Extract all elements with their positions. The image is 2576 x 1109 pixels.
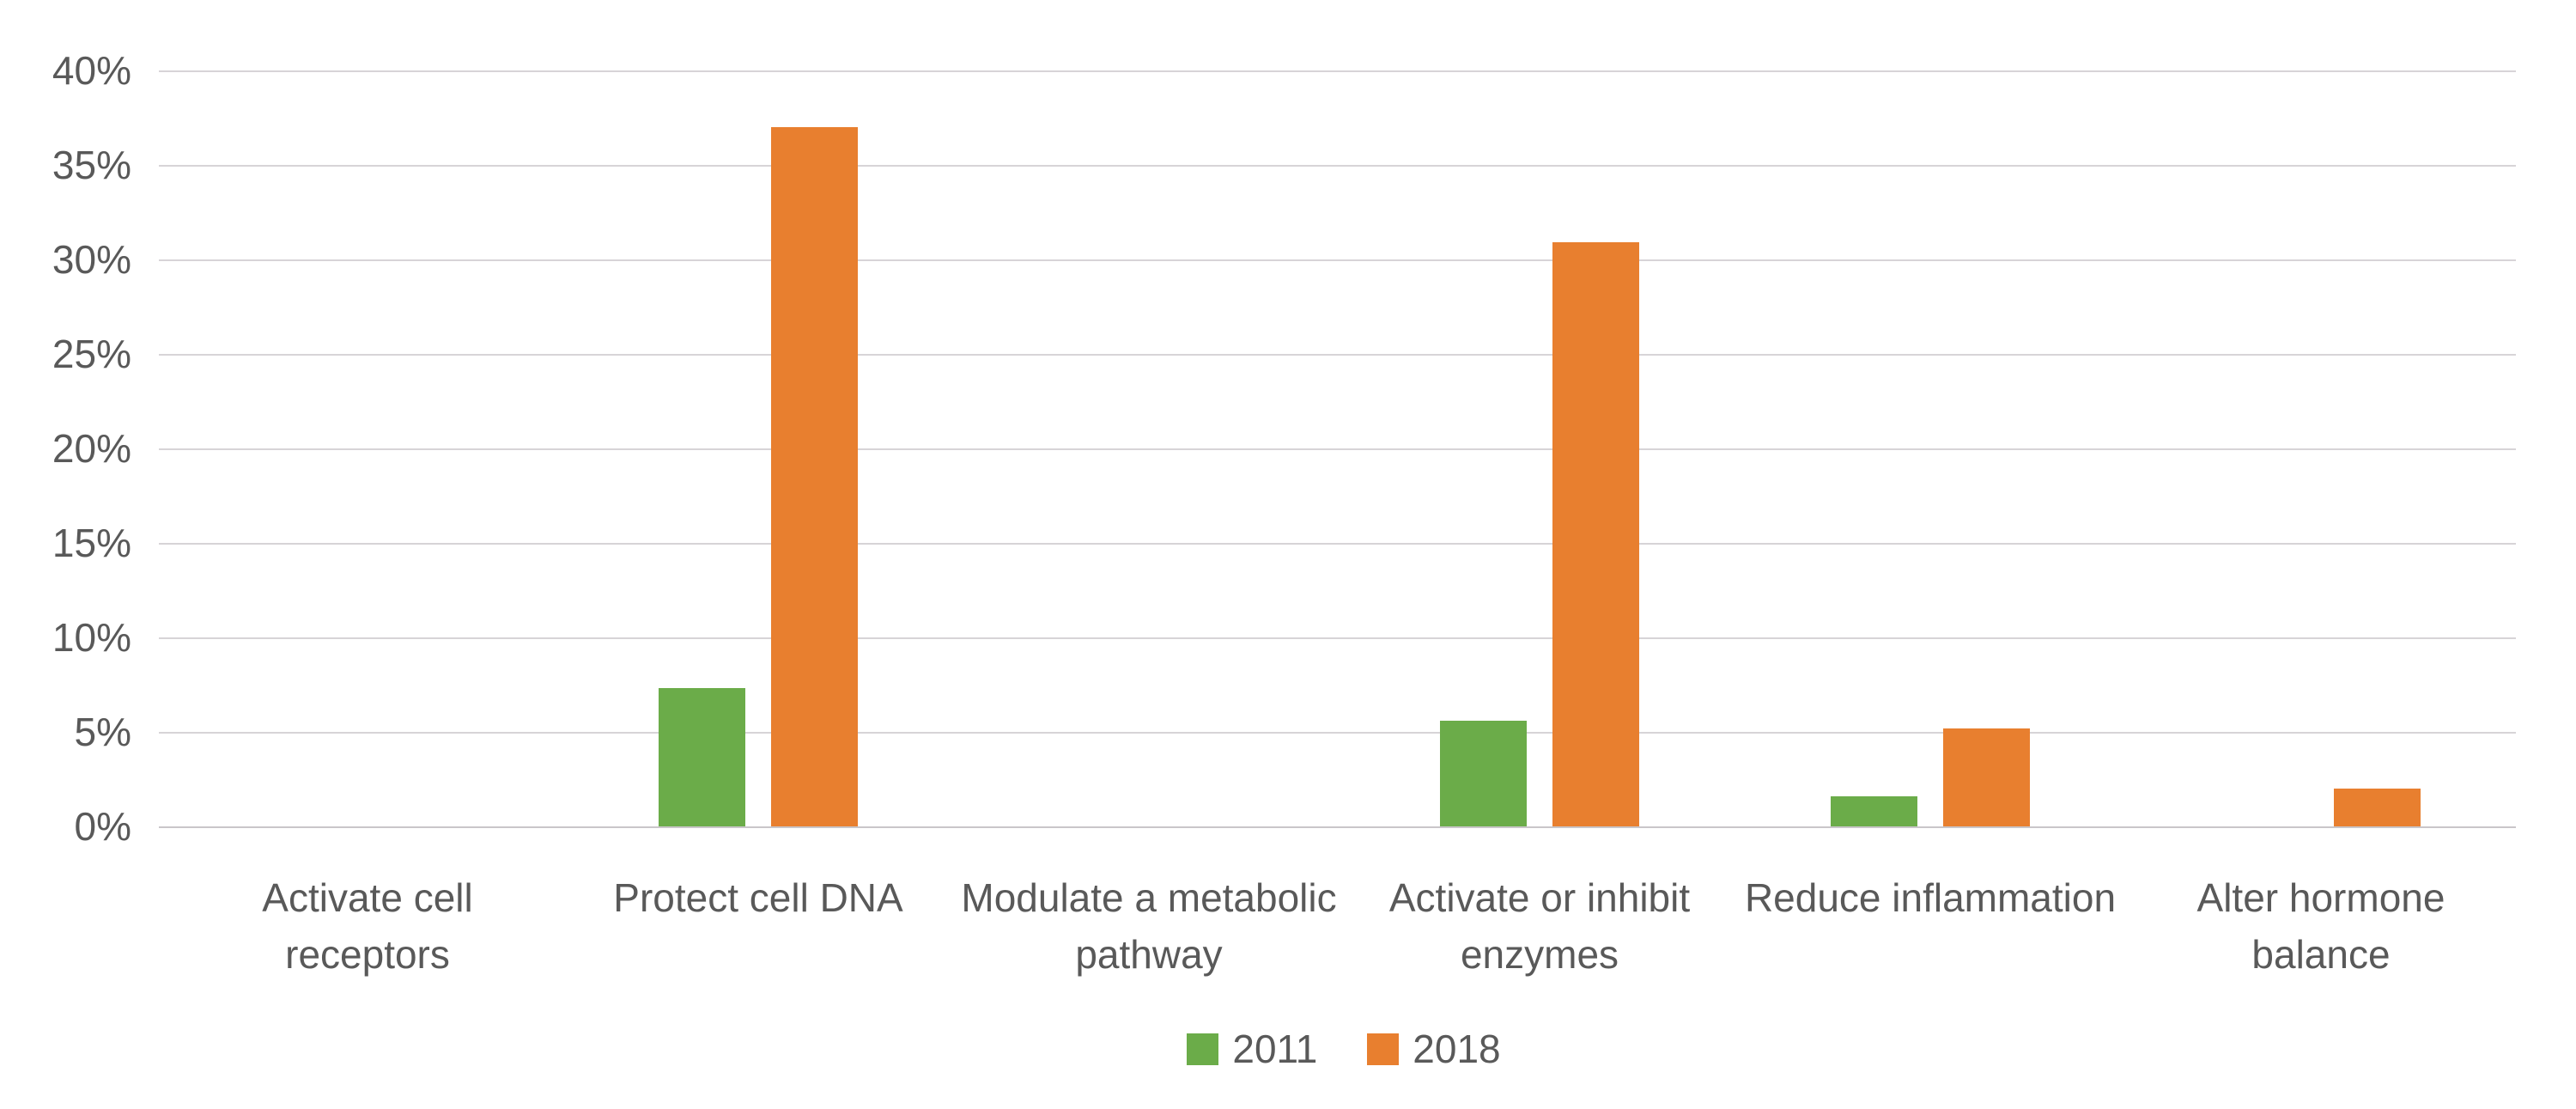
gridline	[159, 354, 2516, 356]
category-label: Activate or inhibit enzymes	[1388, 875, 1691, 977]
y-tick-label: 30%	[52, 237, 131, 282]
y-tick-label: 25%	[52, 332, 131, 376]
y-tick-label: 35%	[52, 143, 131, 187]
bar-2011-category-5	[1831, 796, 1917, 826]
y-tick-label: 0%	[74, 804, 131, 849]
category-label: Modulate a metabolic pathway	[961, 875, 1337, 977]
gridline	[159, 448, 2516, 450]
y-tick-label: 40%	[52, 48, 131, 93]
y-tick-label: 10%	[52, 615, 131, 660]
y-tick-label: 20%	[52, 426, 131, 471]
category-label: Reduce inflammation	[1744, 875, 2117, 920]
legend-swatch-2018	[1367, 1033, 1400, 1065]
bar-2018-category-4	[1552, 242, 1639, 826]
y-tick-label: 5%	[74, 710, 131, 754]
legend-label: 2018	[1413, 1027, 1501, 1071]
legend-swatch-2011	[1187, 1033, 1219, 1065]
category-label: Alter hormone balance	[2196, 875, 2445, 977]
y-tick-label: 15%	[52, 521, 131, 565]
bar-2018-category-5	[1943, 728, 2030, 826]
x-axis-baseline	[159, 826, 2516, 828]
bar-2018-category-6	[2334, 789, 2421, 826]
gridline	[159, 259, 2516, 261]
legend: 2011 2018	[172, 1029, 2516, 1069]
legend-item-2018: 2018	[1367, 1027, 1501, 1071]
bar-2011-category-2	[659, 688, 745, 826]
category-label: Protect cell DNA	[613, 875, 903, 920]
gridline	[159, 637, 2516, 639]
gridline	[159, 165, 2516, 167]
legend-label: 2011	[1232, 1027, 1318, 1071]
gridline	[159, 732, 2516, 734]
category-label: Activate cell receptors	[262, 875, 473, 977]
gridline	[159, 543, 2516, 545]
bar-2018-category-2	[771, 127, 858, 826]
bar-2011-category-4	[1440, 721, 1527, 826]
legend-item-2011: 2011	[1187, 1029, 1317, 1069]
gridline	[159, 70, 2516, 72]
